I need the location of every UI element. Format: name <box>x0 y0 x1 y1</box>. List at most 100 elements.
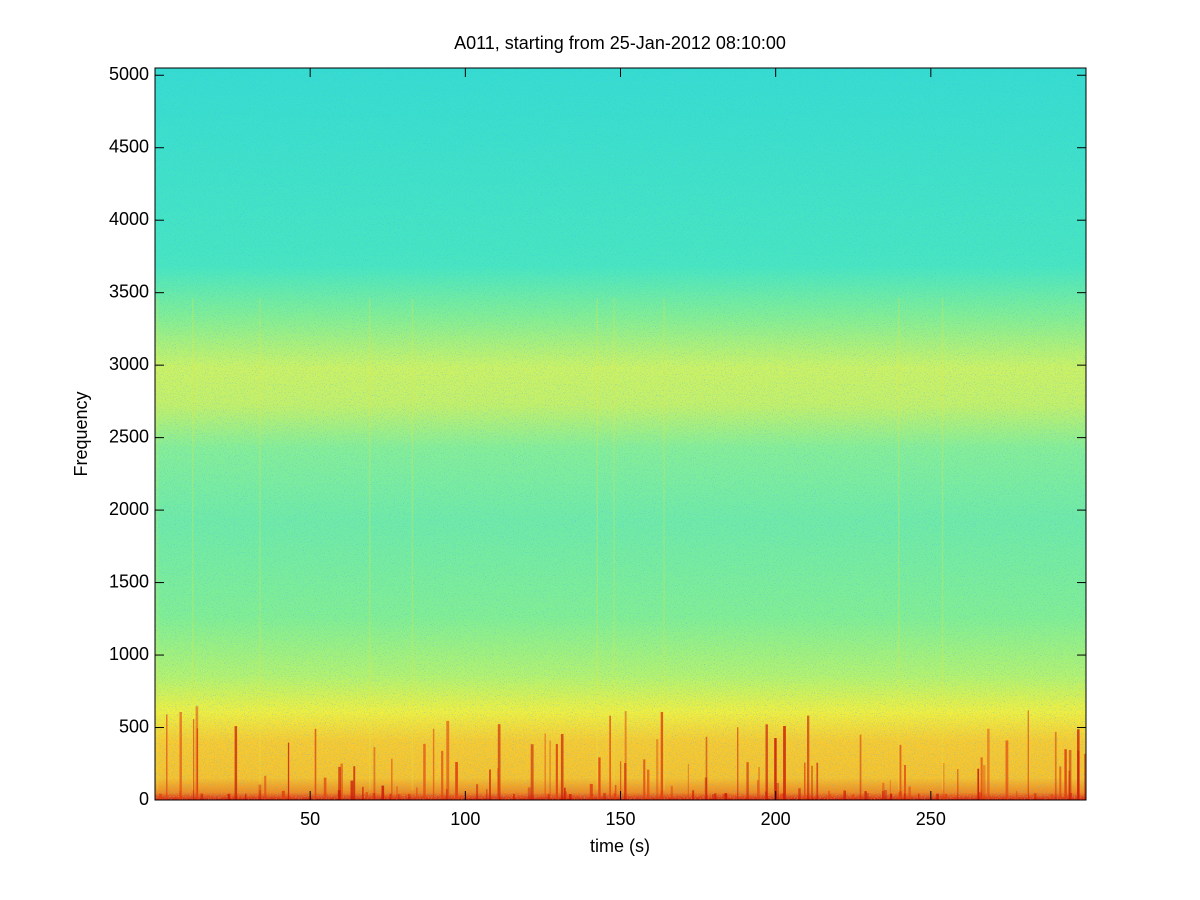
transient-streak <box>340 763 343 800</box>
transient-streak <box>555 744 558 800</box>
transient-streak <box>372 793 376 800</box>
transient-streak <box>544 733 546 800</box>
transient-streak <box>486 789 488 800</box>
transient-streak <box>908 786 911 800</box>
transient-streak <box>864 791 867 800</box>
x-axis-label: time (s) <box>590 836 650 856</box>
transient-streak <box>398 793 400 800</box>
transient-streak <box>589 784 593 800</box>
transient-streak <box>381 785 385 800</box>
transient-streak <box>705 736 708 800</box>
transient-streak <box>350 780 354 800</box>
transient-streak <box>423 743 426 800</box>
transient-streak <box>603 792 606 800</box>
transient-streak <box>620 761 622 800</box>
transient-streak <box>882 791 884 800</box>
x-tick-label: 250 <box>916 809 946 829</box>
transient-streak <box>391 758 393 800</box>
transient-streak <box>365 792 368 800</box>
transient-streak <box>1064 749 1067 800</box>
transient-streak <box>564 791 567 800</box>
vertical-streak <box>156 298 159 790</box>
transient-streak <box>234 726 238 800</box>
transient-streak <box>899 744 902 800</box>
transient-streak <box>560 734 564 800</box>
transient-streak <box>746 762 749 800</box>
transient-streak <box>338 766 342 800</box>
transient-streak <box>609 715 611 800</box>
transient-streak <box>943 763 945 800</box>
transient-streak <box>660 791 663 800</box>
transient-streak <box>196 728 198 800</box>
transient-streak <box>166 714 168 800</box>
transient-streak <box>852 794 854 800</box>
y-axis-label: Frequency <box>71 391 91 476</box>
y-tick-label: 4000 <box>109 209 149 229</box>
transient-streak <box>200 793 204 800</box>
transient-streak <box>547 793 550 800</box>
transient-streak <box>1027 710 1029 800</box>
transient-streak <box>159 793 162 800</box>
transient-streak <box>1005 740 1009 800</box>
transient-streak <box>455 762 458 800</box>
transient-streak <box>977 768 980 800</box>
transient-streak <box>314 728 317 800</box>
transient-streak <box>979 792 981 800</box>
transient-streak <box>1068 750 1072 800</box>
x-tick-label: 50 <box>300 809 320 829</box>
transient-streak <box>774 738 777 800</box>
transient-streak <box>353 766 356 800</box>
transient-streak <box>258 784 262 800</box>
y-tick-label: 1500 <box>109 571 149 591</box>
transient-streak <box>776 783 779 800</box>
transient-streak <box>704 777 708 800</box>
transient-streak <box>647 769 650 800</box>
vertical-streak <box>941 298 944 790</box>
transient-streak <box>497 724 501 800</box>
x-tick-label: 200 <box>761 809 791 829</box>
x-tick-label: 100 <box>450 809 480 829</box>
transient-streak <box>1084 753 1086 800</box>
transient-streak <box>1068 770 1071 800</box>
transient-streak <box>362 786 364 800</box>
transient-streak <box>643 759 646 800</box>
transient-streak <box>323 777 327 800</box>
transient-streak <box>264 775 267 800</box>
vertical-streak <box>192 298 194 790</box>
transient-streak <box>757 780 759 800</box>
transient-streak <box>656 739 659 800</box>
transient-streak <box>918 793 920 800</box>
y-tick-label: 3500 <box>109 281 149 301</box>
y-tick-label: 4500 <box>109 136 149 156</box>
transient-streak <box>549 740 551 800</box>
transient-streak <box>624 711 627 800</box>
transient-streak <box>828 790 830 800</box>
transient-streak <box>859 734 862 800</box>
transient-streak <box>670 785 673 800</box>
vertical-streak <box>596 298 598 790</box>
transient-streak <box>804 762 806 800</box>
transient-streak <box>904 765 906 800</box>
transient-streak <box>245 793 247 800</box>
vertical-streak <box>259 298 261 790</box>
transient-streak <box>337 790 341 800</box>
vertical-streak <box>898 298 900 790</box>
transient-streak <box>445 789 448 800</box>
vertical-streak <box>369 298 371 790</box>
y-tick-label: 3000 <box>109 354 149 374</box>
vertical-streak <box>613 298 615 790</box>
transient-streak <box>614 785 617 800</box>
transient-streak <box>890 793 893 800</box>
transient-streak <box>513 793 515 800</box>
transient-streak <box>476 784 479 800</box>
transient-streak <box>530 744 534 800</box>
transient-streak <box>722 794 725 800</box>
transient-streak <box>1034 793 1037 800</box>
transient-streak <box>446 720 450 800</box>
transient-streak <box>714 793 717 800</box>
transient-streak <box>1054 731 1057 800</box>
transient-streak <box>179 712 182 800</box>
transient-streak <box>687 764 689 800</box>
transient-streak <box>1050 793 1053 800</box>
